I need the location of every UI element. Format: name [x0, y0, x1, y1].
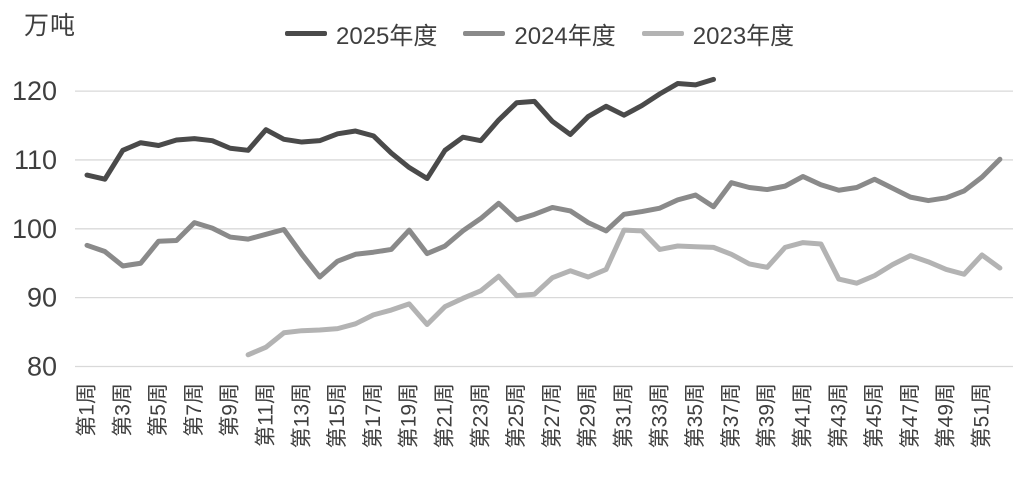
- x-tick-label: 第13周: [290, 383, 313, 448]
- x-tick-label: 第29周: [577, 383, 600, 448]
- x-tick-label: 第37周: [720, 383, 743, 448]
- x-tick-label: 第1周: [76, 383, 99, 437]
- x-tick-label: 第49周: [935, 383, 958, 448]
- legend-label-2025: 2025年度: [336, 23, 438, 50]
- legend-item-2025: 2025年度: [285, 16, 437, 51]
- x-tick-label: 第7周: [183, 383, 206, 437]
- x-tick-label: 第21周: [434, 383, 457, 448]
- y-tick-label: 120: [12, 76, 57, 106]
- y-tick-label: 100: [12, 214, 57, 244]
- x-tick-label: 第25周: [505, 383, 528, 448]
- x-tick-label: 第43周: [827, 383, 850, 448]
- legend-item-2023: 2023年度: [641, 16, 795, 51]
- x-tick-label: 第15周: [326, 383, 349, 448]
- legend-label-2023: 2023年度: [692, 23, 795, 50]
- y-axis-unit-label: 万吨: [24, 12, 77, 40]
- x-tick-label: 第11周: [255, 383, 278, 447]
- x-tick-label: 第31周: [613, 383, 636, 448]
- x-tick-label: 第5周: [147, 383, 170, 437]
- y-tick-label: 90: [27, 283, 57, 313]
- legend-swatch-2025-icon: [285, 31, 327, 36]
- x-tick-label: 第41周: [792, 383, 815, 448]
- x-tick-label: 第51周: [971, 383, 994, 448]
- x-tick-label: 第35周: [684, 383, 707, 448]
- y-tick-label: 110: [14, 145, 57, 175]
- x-tick-label: 第27周: [541, 383, 564, 448]
- legend-label-2024: 2024年度: [514, 23, 616, 50]
- series-line-2024: [84, 156, 1003, 280]
- x-tick-label: 第45周: [863, 383, 886, 448]
- x-tick-label: 第3周: [111, 383, 134, 437]
- y-tick-label: 80: [27, 352, 57, 382]
- x-tick-label: 第19周: [398, 383, 421, 448]
- legend: 2025年度 2024年度 2023年度: [285, 16, 794, 51]
- x-tick-label: 第33周: [648, 383, 671, 448]
- series-line-2023: [245, 227, 1003, 358]
- legend-swatch-2023-icon: [641, 31, 684, 36]
- x-tick-label: 第17周: [362, 383, 385, 448]
- x-tick-label: 第23周: [469, 383, 492, 448]
- x-tick-label: 第47周: [899, 383, 922, 448]
- legend-item-2024: 2024年度: [463, 16, 616, 51]
- x-tick-label: 第9周: [219, 383, 242, 437]
- series-line-2025: [84, 76, 716, 182]
- legend-swatch-2024-icon: [463, 31, 506, 36]
- x-tick-label: 第39周: [756, 383, 779, 448]
